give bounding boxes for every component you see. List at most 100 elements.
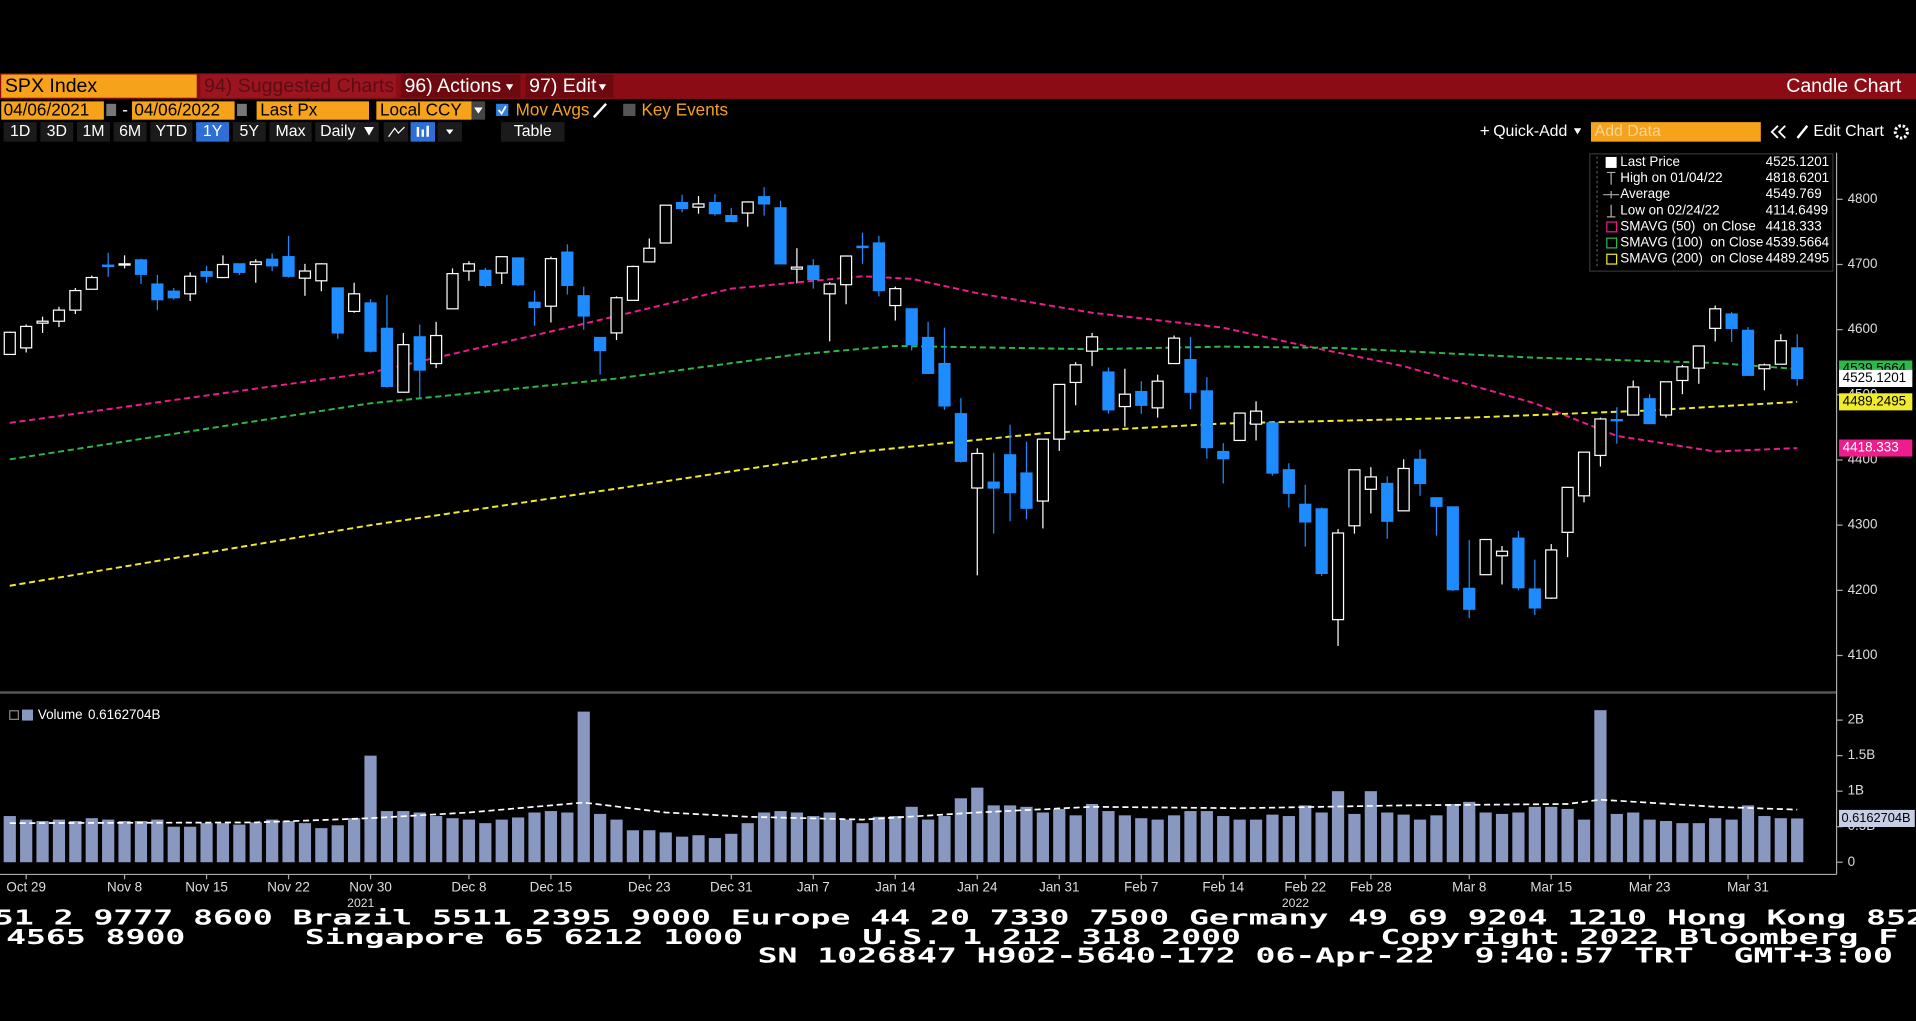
candle-body — [134, 259, 148, 275]
period-button[interactable] — [40, 122, 74, 142]
volume-bar — [1676, 823, 1689, 863]
field-box[interactable] — [256, 101, 370, 120]
table[interactable]: Table — [514, 123, 552, 140]
volume-bar — [184, 826, 197, 863]
candle-body — [643, 247, 656, 263]
legend-collapse[interactable] — [9, 710, 19, 720]
quick-add[interactable]: Quick-Add — [1493, 123, 1567, 140]
calendar-icon[interactable] — [106, 103, 117, 117]
menu-item[interactable]: 97) Edit — [529, 75, 597, 97]
volume-bar — [889, 816, 902, 863]
period-button[interactable] — [232, 122, 266, 142]
volume-bar — [774, 811, 787, 863]
volume-bar — [872, 816, 886, 863]
pencil-icon[interactable] — [1796, 125, 1809, 139]
period-label[interactable]: 6M — [119, 123, 141, 140]
menu-button[interactable] — [400, 74, 521, 98]
period-button[interactable] — [150, 122, 193, 142]
currency-box[interactable] — [376, 101, 472, 120]
period-label[interactable]: 1D — [10, 123, 30, 140]
candle-body — [1627, 386, 1640, 416]
start-date[interactable]: 04/06/2021 — [4, 101, 90, 120]
start-date-box[interactable] — [1, 101, 104, 120]
period-label[interactable]: 5Y — [240, 123, 260, 140]
candle-body — [790, 266, 804, 270]
menu-button[interactable] — [200, 74, 396, 98]
volume-bar — [823, 812, 836, 863]
period-button[interactable] — [3, 122, 37, 142]
frequency[interactable]: Daily — [320, 123, 355, 140]
frequency-button[interactable] — [315, 122, 379, 142]
edit-chart[interactable]: Edit Chart — [1813, 123, 1884, 140]
gear-icon[interactable] — [1893, 124, 1909, 140]
value-tag-label: 4489.2495 — [1843, 393, 1906, 408]
collapse-icon[interactable] — [1777, 125, 1786, 139]
volume-bar — [1036, 812, 1049, 863]
period-label[interactable]: YTD — [155, 123, 187, 140]
y-tick-label: 2B — [1848, 712, 1864, 727]
candle-body — [1545, 549, 1558, 599]
add-data-box[interactable] — [1590, 122, 1761, 142]
volume-bar — [757, 812, 771, 863]
currency[interactable]: Local CCY — [380, 101, 462, 120]
pencil-icon[interactable] — [592, 102, 607, 119]
candle-body — [1725, 313, 1738, 329]
mov-avgs[interactable]: Mov Avgs — [516, 101, 590, 120]
volume-bar — [446, 818, 459, 863]
volume-bar — [528, 812, 541, 863]
candle-body — [446, 273, 459, 310]
key-events[interactable]: Key Events — [642, 101, 728, 120]
value-tag — [1839, 439, 1913, 457]
menu-item[interactable]: 94) Suggested Charts — [204, 75, 394, 97]
end-date-box[interactable] — [131, 101, 235, 120]
candle-body — [659, 204, 672, 244]
end-date[interactable]: 04/06/2022 — [134, 101, 220, 120]
dropdown-arrow — [505, 84, 514, 91]
value-tag — [1839, 369, 1913, 388]
collapse-icon[interactable] — [1770, 125, 1779, 139]
candle-body — [1217, 450, 1230, 460]
x-tick-label: Feb 14 — [1202, 879, 1244, 894]
line-icon — [388, 126, 405, 138]
period-label[interactable]: 3D — [47, 123, 67, 140]
volume-bar — [102, 819, 115, 863]
line-icon-button[interactable] — [383, 122, 409, 142]
period-label[interactable]: Max — [276, 123, 306, 140]
period-label[interactable]: 1Y — [203, 123, 223, 140]
candle-body — [1167, 337, 1181, 365]
volume-bar — [1053, 808, 1066, 863]
calendar-icon[interactable] — [237, 103, 247, 117]
candle-body — [1676, 366, 1689, 382]
legend-label: Volume — [38, 707, 83, 722]
candle-body — [1495, 550, 1509, 557]
volume-bar — [1167, 815, 1181, 863]
menu-button[interactable] — [525, 74, 614, 98]
period-button[interactable] — [113, 122, 147, 142]
candle-body — [298, 270, 312, 279]
volume-bar — [1758, 816, 1771, 863]
volume-bar — [167, 826, 180, 863]
y-tick-label: 4700 — [1848, 256, 1878, 271]
candle-body — [1085, 336, 1099, 352]
period-button[interactable] — [269, 122, 312, 142]
y-tick-label: 4100 — [1848, 647, 1878, 662]
plus-icon: + — [1480, 121, 1490, 140]
table-button[interactable] — [500, 122, 565, 142]
x-tick-label: Nov 30 — [349, 879, 392, 894]
period-label[interactable]: 1M — [82, 123, 104, 140]
legend-label: SMAVG (50) on Close — [1620, 218, 1756, 233]
checkbox[interactable] — [623, 103, 636, 117]
volume-bar — [1791, 818, 1804, 863]
field[interactable]: Last Px — [260, 101, 317, 120]
candle-body — [1249, 410, 1263, 425]
add-data[interactable]: Add Data — [1595, 123, 1661, 140]
period-button[interactable] — [196, 122, 230, 142]
candle-body — [610, 297, 623, 334]
volume-bar — [1627, 812, 1640, 863]
security-box[interactable] — [1, 74, 197, 98]
volume-bar — [282, 821, 295, 863]
menu-item[interactable]: 96) Actions — [404, 75, 501, 97]
security[interactable]: SPX Index — [5, 75, 98, 97]
period-button[interactable] — [76, 122, 110, 142]
